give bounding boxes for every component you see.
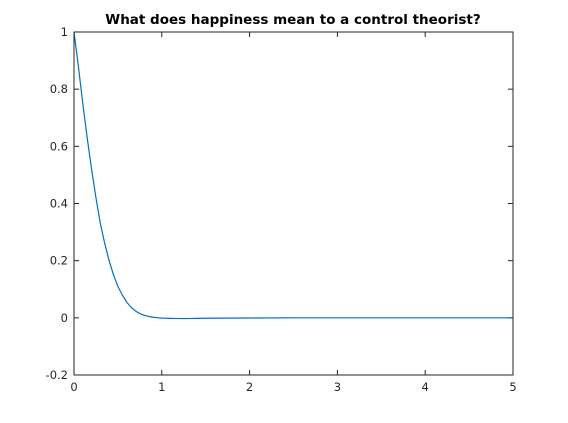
plot-area-frame [73, 31, 514, 376]
y-tick-label: 0.8 [50, 82, 68, 96]
y-tick-label: 0.2 [50, 254, 68, 268]
x-tick-label: 0 [70, 380, 77, 394]
x-tick-label: 3 [334, 380, 341, 394]
plot-lines [73, 31, 513, 320]
axis-ticks: 0 1 2 3 4 5-0.200.20.40.60.81 [46, 25, 517, 394]
x-tick-label: 1 [158, 380, 165, 394]
x-tick-label: 5 [509, 380, 516, 394]
y-tick-label: 0 [61, 311, 68, 325]
y-tick-label: 0.4 [50, 197, 68, 211]
y-tick-label: 1 [61, 25, 68, 39]
series-line [73, 31, 513, 320]
x-tick-label: 4 [422, 380, 429, 394]
y-tick-label: 0.6 [50, 139, 68, 153]
y-tick-label: -0.2 [46, 368, 68, 382]
x-tick-label: 2 [246, 380, 253, 394]
chart-title: What does happiness mean to a control th… [105, 12, 480, 28]
